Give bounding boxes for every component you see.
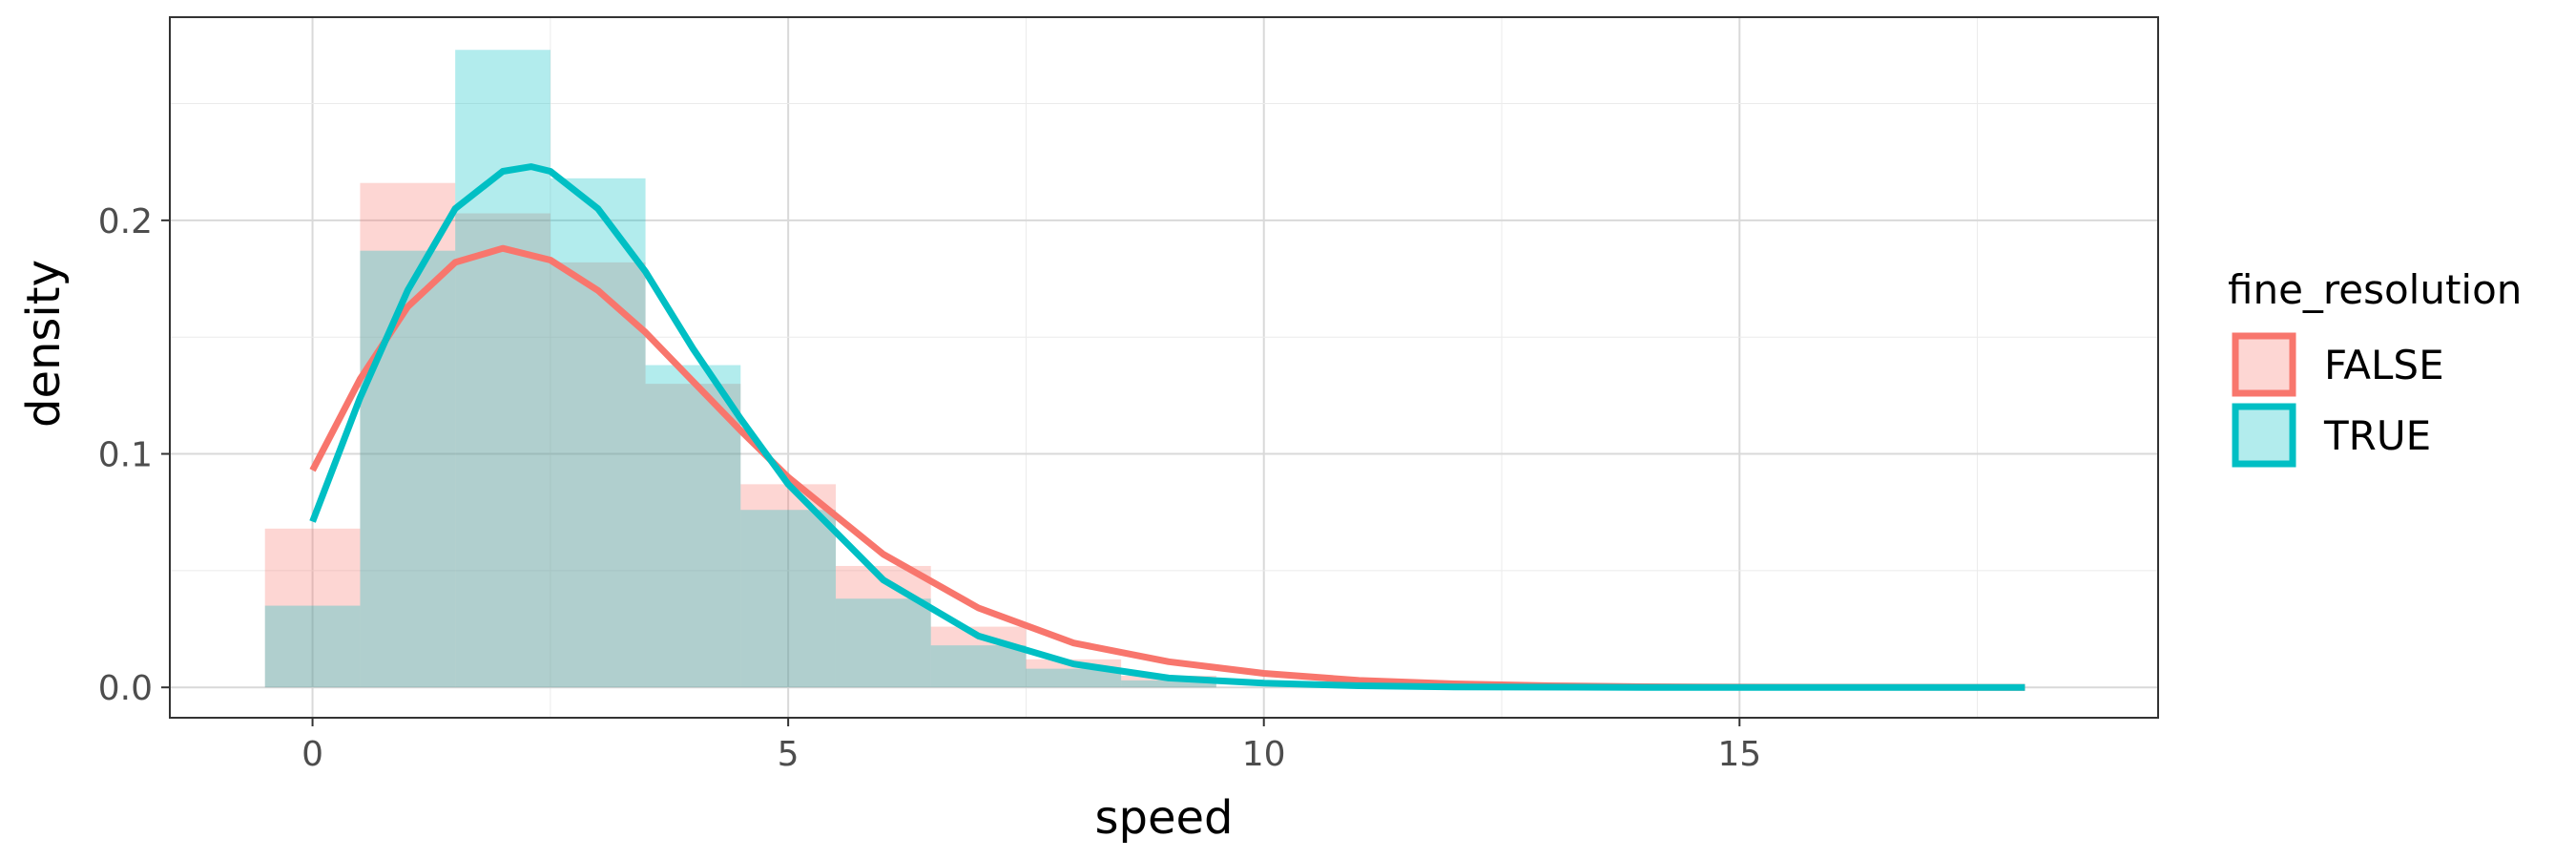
histogram-bar-false xyxy=(835,565,931,688)
y-tick-label: 0.2 xyxy=(98,202,153,241)
histogram-bar-false xyxy=(360,182,456,688)
grid xyxy=(170,17,2158,718)
y-tick-label: 0.0 xyxy=(98,669,153,708)
density-curve-true xyxy=(309,163,2025,691)
panel-border xyxy=(169,16,2159,719)
histogram-bar-false xyxy=(645,384,741,688)
histogram-bar-false xyxy=(550,262,646,688)
legend-title: fine_resolution xyxy=(2228,266,2522,313)
histogram-bar-false xyxy=(264,528,361,688)
legend-key-true xyxy=(2232,403,2296,468)
y-axis: 0.0 0.1 0.2 xyxy=(98,202,170,708)
histogram-bar-false xyxy=(455,213,551,688)
x-tick-label: 0 xyxy=(301,735,323,774)
x-tick-label: 10 xyxy=(1242,735,1286,774)
x-axis: 0 5 10 15 xyxy=(301,718,1761,774)
histogram-bars xyxy=(264,50,1216,688)
x-tick-label: 5 xyxy=(778,735,800,774)
x-axis-title: speed xyxy=(1094,791,1233,845)
legend: fine_resolution FALSE TRUE xyxy=(2228,266,2522,468)
histogram-bar-true xyxy=(835,598,931,688)
legend-label-true: TRUE xyxy=(2323,412,2431,459)
histogram-bar-true xyxy=(550,178,646,688)
histogram-bar-true xyxy=(1026,668,1122,688)
histogram-bar-true xyxy=(455,50,551,688)
histogram-bar-true xyxy=(740,510,836,688)
histogram-bar-true xyxy=(264,605,361,688)
x-tick-label: 15 xyxy=(1717,735,1761,774)
histogram-bar-true xyxy=(930,645,1027,688)
legend-key-false xyxy=(2232,332,2296,397)
legend-label-false: FALSE xyxy=(2324,342,2444,388)
histogram-bar-true xyxy=(360,250,456,688)
density-curves xyxy=(309,163,2025,691)
y-tick-label: 0.1 xyxy=(98,436,153,475)
histogram-bar-true xyxy=(1121,680,1216,688)
y-axis-title: density xyxy=(17,260,71,428)
